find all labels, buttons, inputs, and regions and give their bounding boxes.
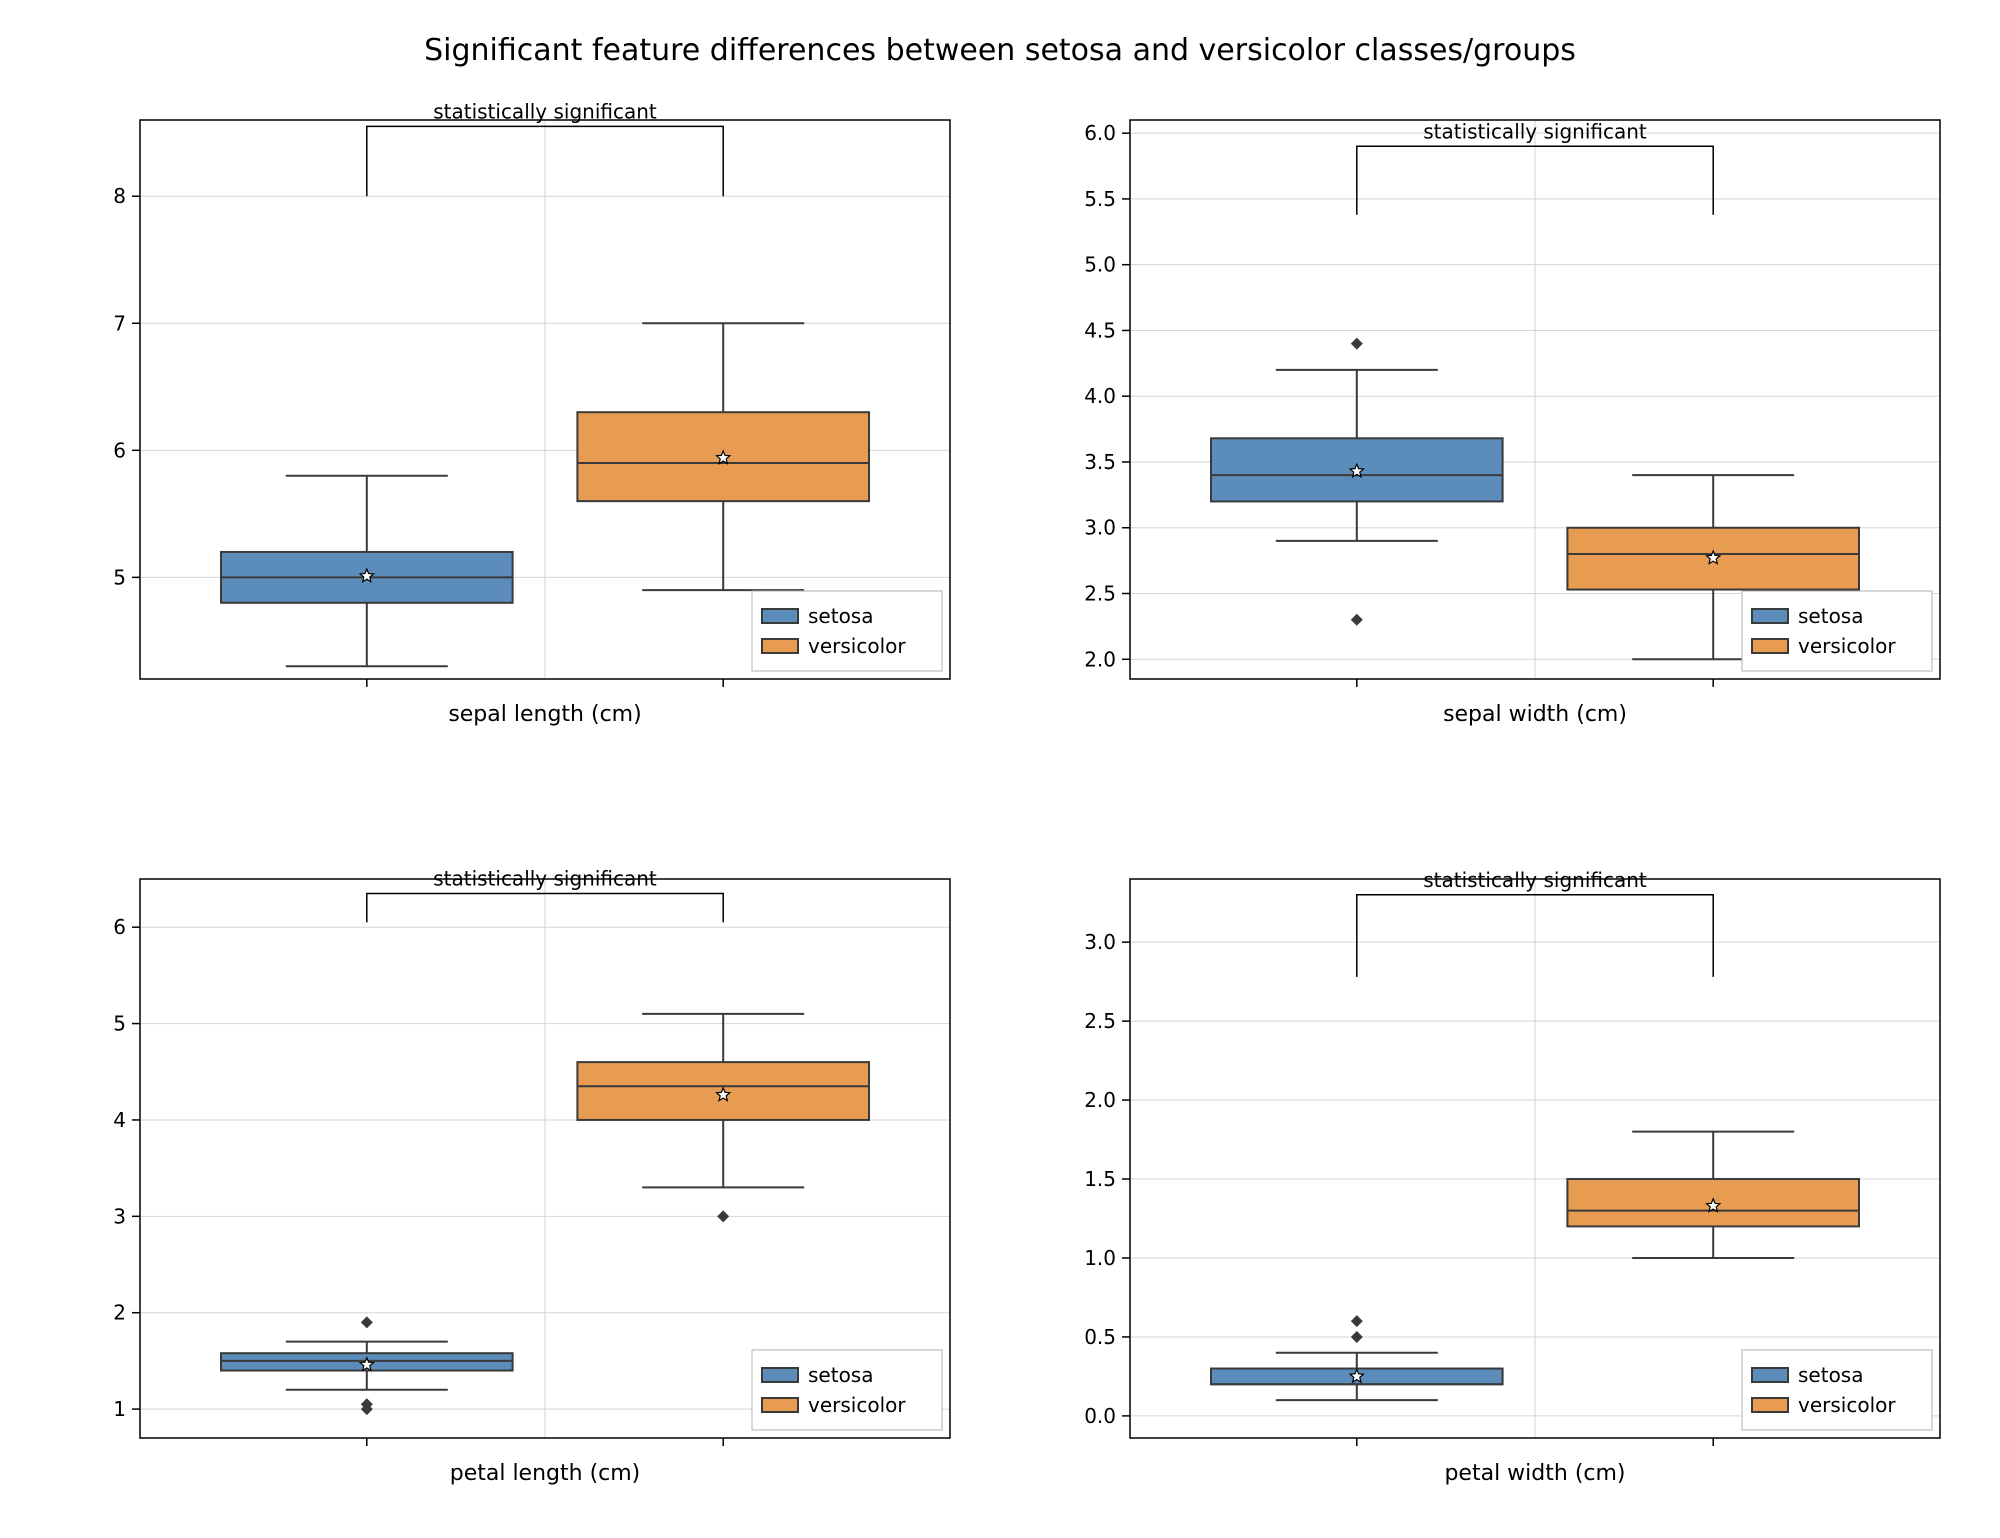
significance-label: statistically significant: [1423, 119, 1647, 143]
legend-label-versicolor: versicolor: [1798, 634, 1896, 658]
y-tick-label: 3.0: [1084, 516, 1116, 540]
y-tick-label: 2.0: [1084, 1088, 1116, 1112]
x-axis-label: sepal width (cm): [1443, 702, 1627, 727]
legend: setosa versicolor: [752, 1350, 942, 1430]
y-tick-label: 2.5: [1084, 1009, 1116, 1033]
y-tick-label: 3.5: [1084, 450, 1116, 474]
legend-label-versicolor: versicolor: [808, 1393, 906, 1417]
figure-container: Significant feature differences between …: [0, 0, 2000, 1538]
y-tick-label: 6.0: [1084, 121, 1116, 145]
y-tick-label: 5.5: [1084, 187, 1116, 211]
legend-label-setosa: setosa: [808, 604, 873, 628]
legend-label-versicolor: versicolor: [808, 634, 906, 658]
y-tick-label: 2.5: [1084, 582, 1116, 606]
legend-swatch-setosa: [1752, 609, 1788, 623]
legend-swatch-setosa: [762, 609, 798, 623]
legend: setosa versicolor: [1742, 1350, 1932, 1430]
y-tick-label: 4: [113, 1108, 126, 1132]
significance-label: statistically significant: [433, 866, 657, 890]
significance-label: statistically significant: [433, 99, 657, 123]
legend-label-versicolor: versicolor: [1798, 1393, 1896, 1417]
legend-label-setosa: setosa: [1798, 1363, 1863, 1387]
y-tick-label: 3.0: [1084, 930, 1116, 954]
significance-label: statistically significant: [1423, 868, 1647, 892]
legend-swatch-versicolor: [762, 1398, 798, 1412]
y-tick-label: 4.5: [1084, 318, 1116, 342]
legend: setosa versicolor: [1742, 591, 1932, 671]
y-tick-label: 0.5: [1084, 1325, 1116, 1349]
legend-swatch-setosa: [1752, 1368, 1788, 1382]
y-tick-label: 3: [113, 1204, 126, 1228]
y-tick-label: 1.5: [1084, 1167, 1116, 1191]
y-tick-label: 1.0: [1084, 1246, 1116, 1270]
legend-label-setosa: setosa: [1798, 604, 1863, 628]
y-tick-label: 5.0: [1084, 253, 1116, 277]
y-tick-label: 6: [113, 438, 126, 462]
x-axis-label: petal width (cm): [1444, 1461, 1625, 1486]
y-tick-label: 5: [113, 565, 126, 589]
y-tick-label: 2.0: [1084, 647, 1116, 671]
y-tick-label: 8: [113, 184, 126, 208]
figure-title: Significant feature differences between …: [424, 33, 1576, 68]
x-axis-label: petal length (cm): [450, 1461, 641, 1486]
y-tick-label: 0.0: [1084, 1404, 1116, 1428]
legend-swatch-versicolor: [1752, 1398, 1788, 1412]
y-tick-label: 4.0: [1084, 384, 1116, 408]
x-axis-label: sepal length (cm): [448, 702, 641, 727]
y-tick-label: 7: [113, 311, 126, 335]
figure-svg: Significant feature differences between …: [0, 0, 2000, 1538]
y-tick-label: 2: [113, 1301, 126, 1325]
legend-swatch-setosa: [762, 1368, 798, 1382]
legend: setosa versicolor: [752, 591, 942, 671]
y-tick-label: 1: [113, 1397, 126, 1421]
legend-swatch-versicolor: [762, 639, 798, 653]
legend-swatch-versicolor: [1752, 639, 1788, 653]
y-tick-label: 5: [113, 1012, 126, 1036]
legend-label-setosa: setosa: [808, 1363, 873, 1387]
y-tick-label: 6: [113, 915, 126, 939]
